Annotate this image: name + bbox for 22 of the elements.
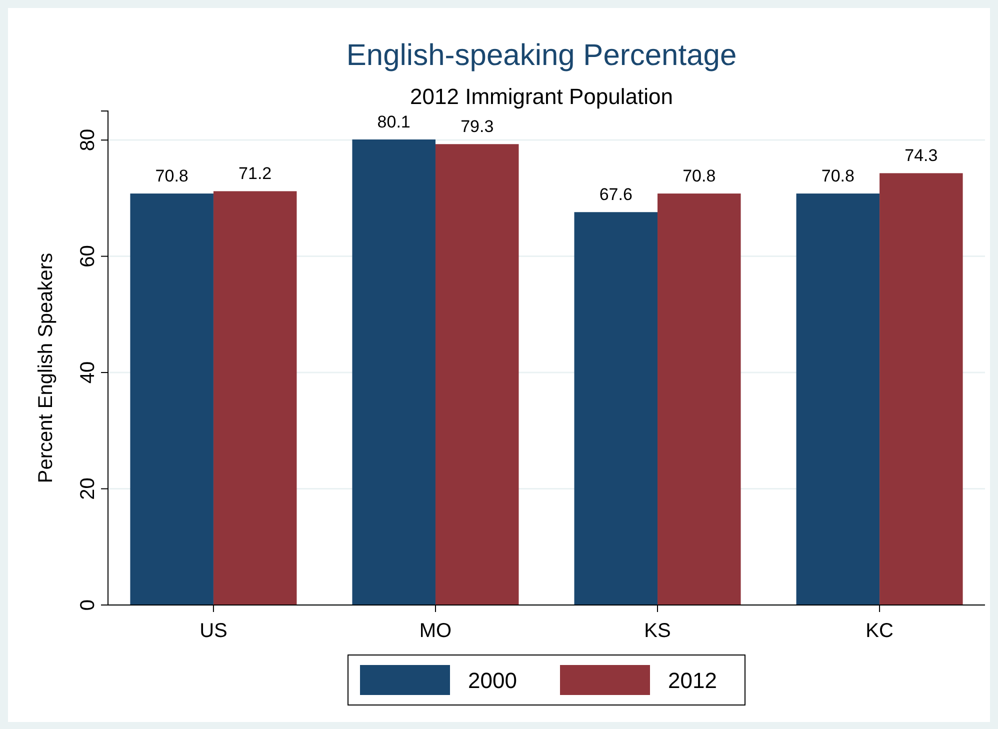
data-label: 80.1	[377, 112, 410, 132]
y-axis-title: Percent English Speakers	[35, 252, 57, 484]
data-label: 71.2	[238, 164, 272, 184]
data-label: 70.8	[821, 166, 854, 186]
data-label: 74.3	[904, 146, 938, 166]
x-tick-label: MO	[419, 620, 452, 642]
x-tick-label: US	[200, 620, 228, 642]
y-tick-label: 80	[77, 128, 99, 152]
y-tick-label: 0	[77, 599, 99, 611]
x-tick-label: KC	[866, 620, 894, 642]
y-tick-label: 20	[77, 478, 99, 500]
legend-label: 2000	[468, 668, 517, 693]
legend-label: 2012	[668, 668, 717, 693]
data-label: 79.3	[460, 117, 494, 136]
x-tick-label: KS	[644, 620, 671, 642]
y-tick-label: 60	[77, 245, 99, 268]
chart-subtitle: 2012 Immigrant Population	[410, 84, 673, 109]
data-label: 70.8	[155, 166, 188, 186]
data-label: 70.8	[682, 166, 716, 186]
data-label: 67.6	[599, 185, 632, 204]
chart-title: English-speaking Percentage	[346, 39, 737, 72]
y-tick-label: 40	[77, 361, 99, 384]
